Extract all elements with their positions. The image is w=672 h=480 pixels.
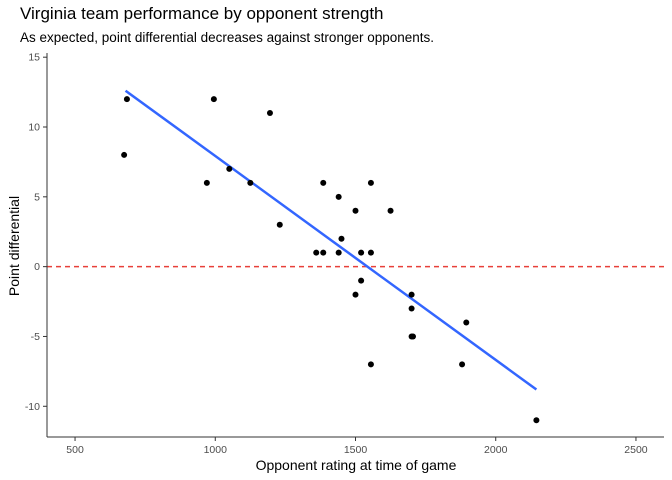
- data-point-19: [367, 249, 374, 256]
- data-point-20: [367, 361, 374, 368]
- chart-title: Virginia team performance by opponent st…: [20, 4, 384, 23]
- y-tick-label-10: 10: [28, 122, 40, 134]
- data-point-8: [313, 249, 320, 256]
- data-point-7: [276, 221, 283, 228]
- data-point-25: [409, 333, 416, 340]
- y-tick-label--5: -5: [31, 331, 40, 343]
- data-point-15: [352, 291, 359, 298]
- data-point-4: [226, 165, 233, 172]
- y-tick-label-0: 0: [34, 261, 40, 273]
- y-tick-label-15: 15: [28, 52, 40, 64]
- trend-line-layer: [124, 89, 538, 391]
- points-layer: [121, 96, 540, 424]
- x-tick-label-1500: 1500: [344, 444, 368, 456]
- data-point-3: [203, 179, 210, 186]
- data-point-21: [387, 207, 394, 214]
- data-point-9: [320, 249, 327, 256]
- data-point-1: [121, 151, 128, 158]
- data-point-14: [352, 207, 359, 214]
- data-point-12: [335, 249, 342, 256]
- y-tick-label-5: 5: [34, 191, 40, 203]
- data-point-23: [408, 305, 415, 312]
- data-point-27: [463, 319, 470, 326]
- x-tick-label-2000: 2000: [484, 444, 508, 456]
- trend-line: [124, 89, 538, 391]
- data-point-0: [123, 96, 130, 103]
- x-tick-label-500: 500: [66, 444, 84, 456]
- x-tick-label-2500: 2500: [624, 444, 648, 456]
- data-point-11: [335, 193, 342, 200]
- data-point-22: [408, 291, 415, 298]
- y-axis-title: Point differential: [6, 196, 22, 296]
- axes-layer: 500 1000 1500 2000 2500 -10 -5 0 5 10 15: [25, 52, 664, 456]
- data-point-13: [338, 235, 345, 242]
- data-point-17: [358, 277, 365, 284]
- data-point-2: [210, 96, 217, 103]
- data-point-26: [459, 361, 466, 368]
- y-tick-label--10: -10: [25, 401, 40, 413]
- x-axis-title: Opponent rating at time of game: [256, 457, 457, 473]
- data-point-5: [247, 179, 254, 186]
- data-point-16: [358, 249, 365, 256]
- data-point-10: [320, 179, 327, 186]
- data-point-28: [533, 417, 540, 424]
- data-point-6: [266, 110, 273, 117]
- data-point-18: [367, 179, 374, 186]
- x-tick-label-1000: 1000: [204, 444, 228, 456]
- chart-subtitle: As expected, point differential decrease…: [20, 30, 435, 45]
